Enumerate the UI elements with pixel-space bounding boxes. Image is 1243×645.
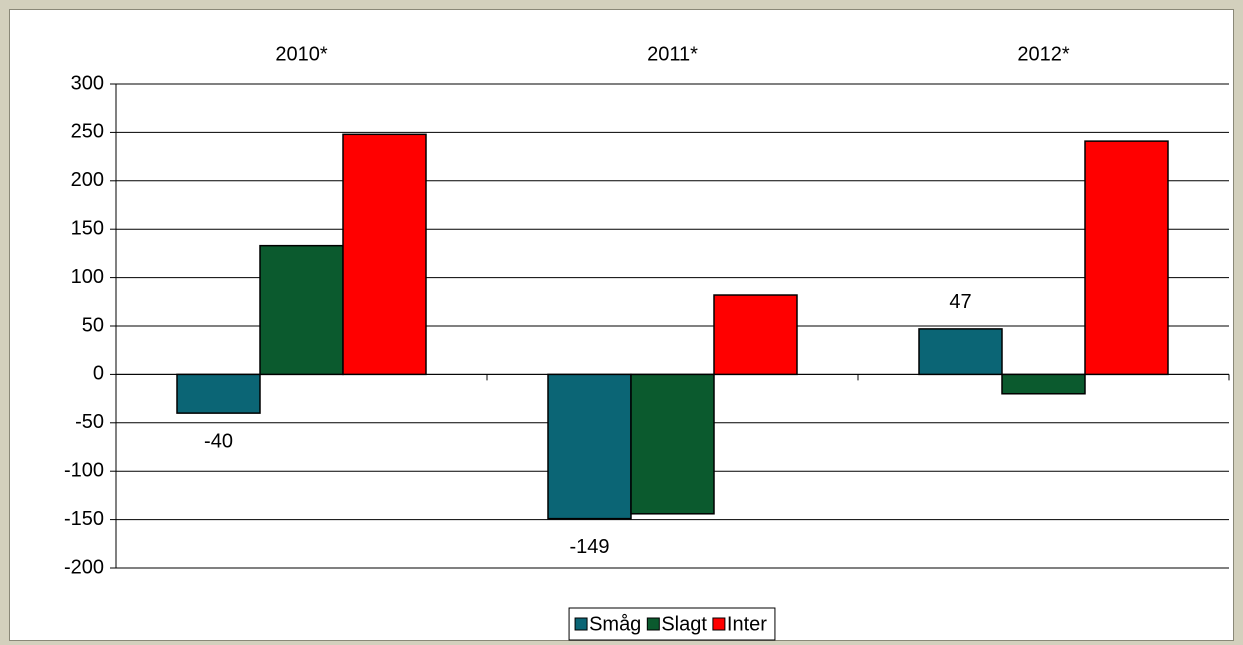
bar bbox=[1001, 373, 1086, 395]
category-label: 2010* bbox=[275, 43, 327, 65]
bar bbox=[259, 244, 344, 376]
bar bbox=[176, 373, 261, 414]
legend-swatch bbox=[712, 617, 726, 631]
bar bbox=[1084, 140, 1169, 376]
y-tick-label: -150 bbox=[64, 508, 104, 530]
data-label: 47 bbox=[949, 291, 971, 313]
legend: Småg Slagt Inter bbox=[568, 607, 776, 641]
y-tick-label: -200 bbox=[64, 556, 104, 578]
y-tick-label: -100 bbox=[64, 459, 104, 481]
data-label: -149 bbox=[569, 536, 609, 558]
legend-swatch bbox=[646, 617, 660, 631]
legend-label: Slagt bbox=[661, 613, 707, 635]
chart-panel bbox=[9, 9, 1234, 641]
data-label: -40 bbox=[204, 430, 233, 452]
y-tick-label: 100 bbox=[71, 266, 104, 288]
legend-box bbox=[568, 607, 776, 641]
category-label: 2012* bbox=[1017, 43, 1069, 65]
legend-swatch bbox=[574, 617, 588, 631]
legend-label: Inter bbox=[727, 613, 767, 635]
y-tick-label: 250 bbox=[71, 121, 104, 143]
bar bbox=[342, 133, 427, 376]
legend-label: Småg bbox=[589, 613, 641, 635]
y-tick-label: -50 bbox=[75, 411, 104, 433]
bar bbox=[547, 373, 632, 520]
y-tick-label: 150 bbox=[71, 217, 104, 239]
y-tick-label: 200 bbox=[71, 169, 104, 191]
bar bbox=[918, 328, 1003, 376]
category-label: 2011* bbox=[647, 43, 698, 65]
y-tick-label: 0 bbox=[93, 363, 104, 385]
y-tick-label: 300 bbox=[71, 72, 104, 94]
bar bbox=[630, 373, 715, 515]
bar bbox=[713, 294, 798, 376]
y-tick-label: 50 bbox=[82, 314, 104, 336]
